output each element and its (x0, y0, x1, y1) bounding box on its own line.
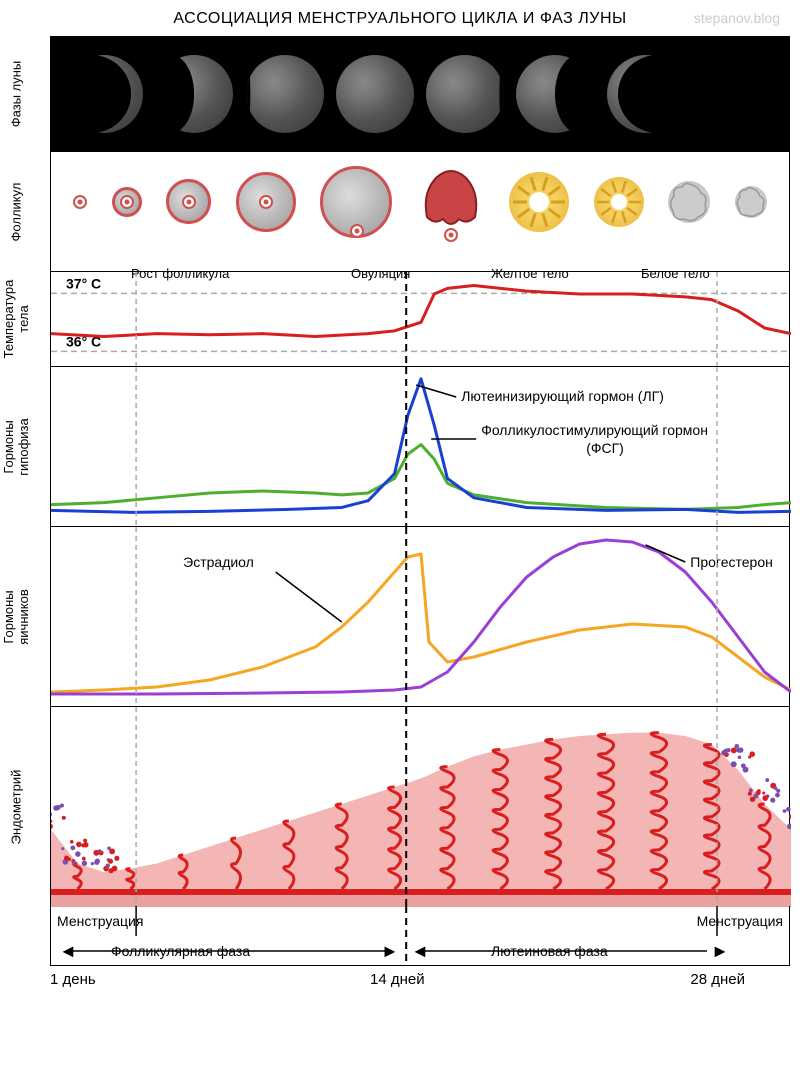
menstruation-row: Менструация Менструация (51, 906, 789, 936)
ovulation-icon (417, 167, 485, 237)
endometrium-chart (51, 707, 791, 907)
corpus-luteum-icon (509, 172, 569, 232)
svg-text:Прогестерон: Прогестерон (690, 554, 773, 570)
follicle-stage-icon (320, 166, 392, 238)
ovarian-panel: Гормоны яичников ЭстрадиолПрогестерон (50, 526, 790, 706)
arrow-right-icon: ► (711, 941, 729, 962)
moon-icon (155, 55, 233, 133)
svg-text:(ФСГ): (ФСГ) (586, 440, 624, 456)
follicle-stage-icon (236, 172, 296, 232)
moon-icon (246, 55, 324, 133)
svg-text:37° C: 37° C (66, 275, 101, 291)
moon-panel: Фазы луны (50, 36, 790, 151)
menstruation-label-right: Менструация (697, 913, 783, 929)
endometrium-panel: Эндометрий (50, 706, 790, 906)
day1-label: 1 день (50, 971, 96, 988)
svg-text:Фолликулостимулирующий гормон: Фолликулостимулирующий гормон (481, 422, 708, 438)
corpus-albicans-icon (668, 181, 710, 223)
temperature-chart: 37° C36° C (51, 272, 791, 367)
day14-label: 14 дней (370, 971, 425, 988)
moon-icon (516, 55, 594, 133)
temperature-panel: Температура тела 37° C36° C (50, 271, 790, 366)
time-axis: 1 день 14 дней 28 дней (50, 966, 790, 996)
follicular-label: Фолликулярная фаза (111, 943, 250, 959)
ovarian-chart: Эстрадиол Прогестерон (51, 527, 791, 707)
luteal-label: Лютеиновая фаза (491, 943, 608, 959)
arrow-mid-right-icon: ► (381, 941, 399, 962)
follicle-panel: Фолликул Рост фолликула Овуляция Желтое … (50, 151, 790, 271)
moon-icon (697, 55, 775, 133)
corpus-luteum-icon (594, 177, 644, 227)
svg-text:Эстрадиол: Эстрадиол (183, 554, 254, 570)
moon-icon (426, 55, 504, 133)
svg-text:Лютеинизирующий гормон (ЛГ): Лютеинизирующий гормон (ЛГ) (461, 388, 664, 404)
chart-area: Фазы луны Фолликул Рост фолликула О (50, 36, 790, 996)
follicle-stage-icon (166, 179, 211, 224)
watermark: stepanov.blog (694, 10, 780, 26)
main-title: АССОЦИАЦИЯ МЕНСТРУАЛЬНОГО ЦИКЛА И ФАЗ ЛУ… (10, 10, 790, 28)
corpus-albicans-icon (735, 186, 767, 218)
day28-label: 28 дней (690, 971, 745, 988)
moon-icon (336, 55, 414, 133)
moon-icon (65, 55, 143, 133)
moon-icon (607, 55, 685, 133)
menstruation-label-left: Менструация (57, 913, 143, 929)
phase-names-row: ◄ Фолликулярная фаза ► ◄ Лютеиновая фаза… (51, 936, 789, 966)
follicle-stage-icon (112, 187, 142, 217)
arrow-left-icon: ◄ (59, 941, 77, 962)
pituitary-chart: Лютеинизирующий гормон (ЛГ) Фолликулостим… (51, 367, 791, 527)
follicle-stage-icon (73, 195, 87, 209)
pituitary-panel: Гормоны гипофиза Лютеинизирующий гормон … (50, 366, 790, 526)
phase-bar: Менструация Менструация ◄ Фолликулярная … (50, 906, 790, 966)
arrow-mid-left-icon: ◄ (411, 941, 429, 962)
